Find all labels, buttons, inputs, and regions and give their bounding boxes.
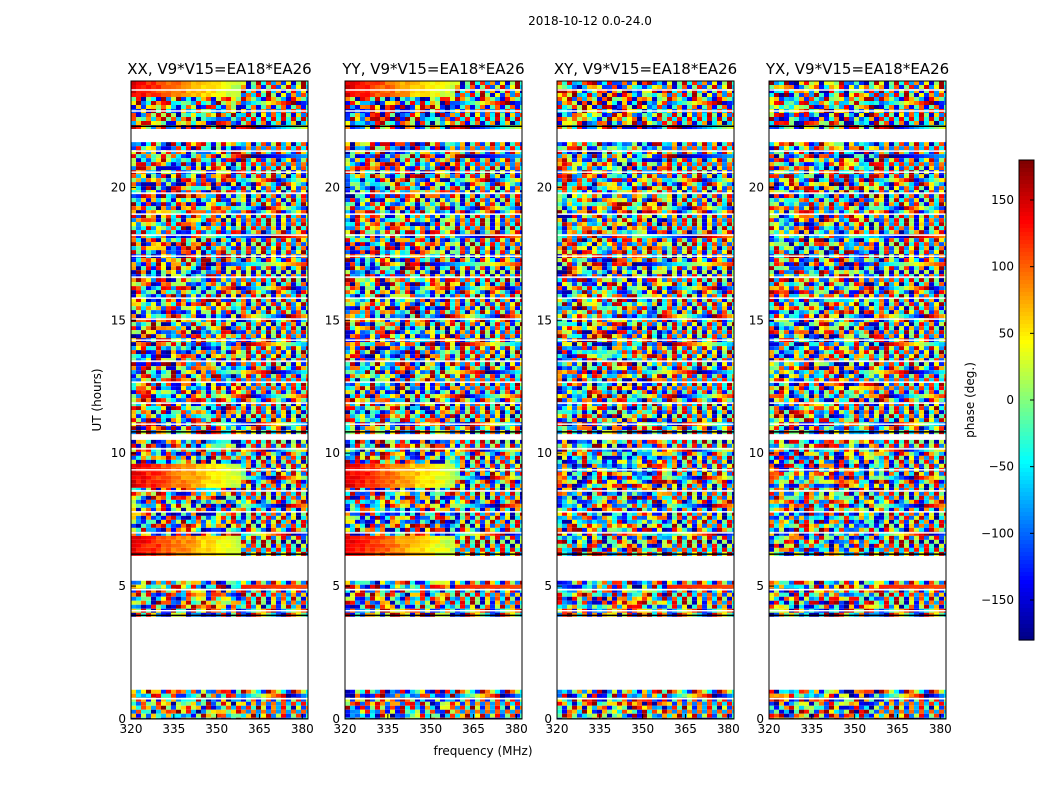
- colorbar-tick-label: 0: [1006, 393, 1014, 407]
- x-tick-label: 380: [929, 722, 952, 736]
- x-tick-label: 335: [588, 722, 611, 736]
- x-tick-label: 335: [162, 722, 185, 736]
- y-tick-label: 5: [756, 579, 764, 593]
- y-tick-label: 10: [749, 446, 764, 460]
- colorbar-tick-label: −100: [981, 526, 1014, 540]
- x-tick-label: 320: [120, 722, 143, 736]
- panel-title: XY, V9*V15=EA18*EA26: [554, 60, 737, 78]
- y-tick-label: 0: [118, 712, 126, 726]
- colorbar-tick-label: 100: [991, 260, 1014, 274]
- plot-frame: [130, 80, 309, 720]
- colorbar-label: phase (deg.): [963, 362, 977, 438]
- colorbar-tick-label: 50: [999, 326, 1014, 340]
- x-tick-label: 320: [334, 722, 357, 736]
- phase-heatmap-yx: [769, 81, 946, 719]
- y-tick-label: 5: [544, 579, 552, 593]
- x-tick-label: 380: [717, 722, 740, 736]
- y-tick-label: 15: [537, 313, 552, 327]
- y-tick-label: 20: [325, 180, 340, 194]
- colorbar-tick-label: −50: [989, 460, 1014, 474]
- y-tick-label: 20: [111, 180, 126, 194]
- x-tick-label: 320: [546, 722, 569, 736]
- x-tick-label: 350: [419, 722, 442, 736]
- x-tick-label: 335: [800, 722, 823, 736]
- x-tick-label: 380: [291, 722, 314, 736]
- y-tick-label: 20: [749, 180, 764, 194]
- x-tick-label: 350: [631, 722, 654, 736]
- x-tick-label: 365: [886, 722, 909, 736]
- panel-xy: XY, V9*V15=EA18*EA26 320 335 350 365 380 0 5 10 1…: [537, 60, 740, 736]
- x-tick-label: 320: [758, 722, 781, 736]
- x-tick-label: 350: [205, 722, 228, 736]
- y-tick-label: 0: [756, 712, 764, 726]
- x-tick-label: 350: [843, 722, 866, 736]
- y-tick-label: 20: [537, 180, 552, 194]
- colorbar: 150 100 50 0 −50 −100 −150 phase (deg.): [963, 159, 1035, 641]
- x-tick-label: 335: [376, 722, 399, 736]
- x-tick-label: 365: [248, 722, 271, 736]
- y-tick-label: 10: [325, 446, 340, 460]
- y-axis-label: UT (hours): [90, 368, 104, 431]
- x-tick-label: 365: [462, 722, 485, 736]
- y-tick-label: 10: [537, 446, 552, 460]
- phase-heatmap-xx: [131, 81, 308, 719]
- y-tick-label: 0: [544, 712, 552, 726]
- plot-frame: [556, 80, 735, 720]
- phase-heatmap-yy: [345, 81, 522, 719]
- colorbar-tick-label: −150: [981, 593, 1014, 607]
- x-tick-label: 365: [674, 722, 697, 736]
- y-tick-label: 5: [118, 579, 126, 593]
- figure-title: 2018-10-12 0.0-24.0: [528, 14, 652, 28]
- phase-heatmap-xy: [557, 81, 734, 719]
- panel-yy: YY, V9*V15=EA18*EA26 320 335 350 365 380 0 5 10 1…: [325, 60, 528, 736]
- panel-title: YY, V9*V15=EA18*EA26: [341, 60, 524, 78]
- y-tick-label: 5: [332, 579, 340, 593]
- panel-title: YX, V9*V15=EA18*EA26: [765, 60, 949, 78]
- x-axis-label: frequency (MHz): [433, 744, 532, 758]
- panel-yx: YX, V9*V15=EA18*EA26 320 335 350 365 380 0 5 10 1…: [749, 60, 952, 736]
- y-tick-label: 0: [332, 712, 340, 726]
- y-tick-label: 15: [111, 313, 126, 327]
- plot-frame: [344, 80, 523, 720]
- panel-title: XX, V9*V15=EA18*EA26: [127, 60, 311, 78]
- y-tick-label: 10: [111, 446, 126, 460]
- panel-xx: XX, V9*V15=EA18*EA26 320 335 350 365 380 0 5 10 1…: [111, 60, 314, 736]
- colorbar-tick-label: 150: [991, 193, 1014, 207]
- y-tick-label: 15: [325, 313, 340, 327]
- y-tick-label: 15: [749, 313, 764, 327]
- x-tick-label: 380: [505, 722, 528, 736]
- plot-frame: [768, 80, 947, 720]
